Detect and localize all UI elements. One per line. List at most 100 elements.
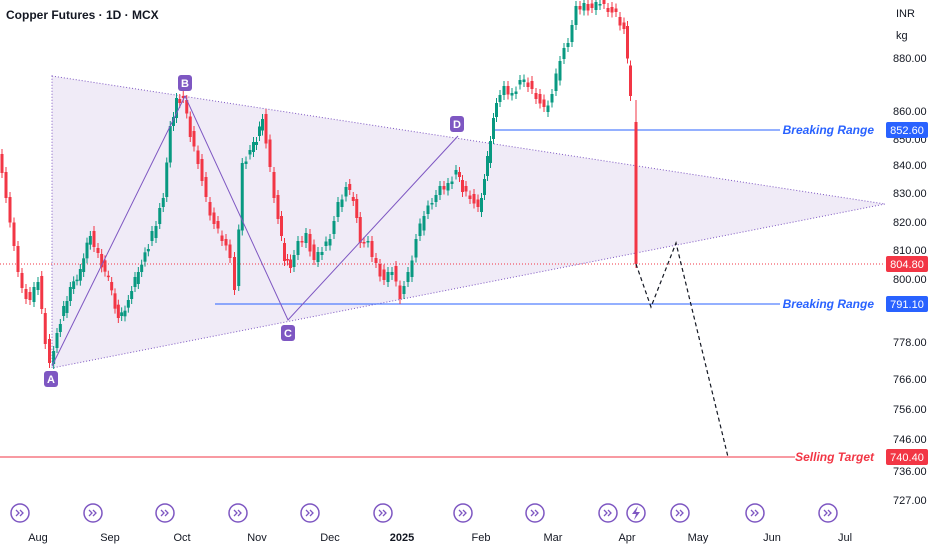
candle-body	[240, 163, 244, 231]
event-arrow-icon	[378, 509, 387, 517]
candle-body	[410, 260, 414, 277]
candle-body	[351, 197, 355, 201]
candle-body	[168, 126, 172, 163]
candle-body	[366, 241, 370, 243]
candle-body	[200, 159, 204, 181]
candle-body	[72, 281, 76, 289]
candle-body	[510, 93, 514, 96]
pattern-point-b-label: B	[181, 78, 189, 90]
y-tick-label: 766.00	[893, 374, 927, 386]
x-tick-label: May	[688, 532, 709, 544]
candle-body	[558, 61, 562, 81]
x-tick-label: 2025	[390, 532, 414, 544]
event-arrow-icon	[458, 509, 467, 517]
event-marker-icon	[300, 503, 320, 523]
event-arrow-icon	[823, 509, 832, 517]
candle-body	[175, 98, 178, 118]
candle-body	[598, 4, 602, 6]
candle-body	[185, 100, 189, 114]
candle-body	[154, 226, 158, 238]
price-tag	[886, 256, 928, 272]
candle-body	[492, 118, 495, 139]
candle-body	[237, 229, 241, 286]
price-tag	[886, 449, 928, 465]
pattern-point-d-label: D	[453, 119, 461, 131]
pattern-point-a-label: A	[47, 374, 55, 386]
candle-body	[434, 195, 438, 202]
candle-body	[418, 223, 422, 236]
candle-body	[216, 221, 220, 229]
candle-body	[374, 258, 378, 263]
candle-body	[442, 186, 446, 190]
candle-body	[28, 292, 32, 300]
event-marker-icon	[155, 503, 175, 523]
y-tick-label: 746.00	[893, 434, 927, 446]
y-tick-label: 830.00	[893, 188, 927, 200]
candle-body	[220, 235, 224, 241]
candle-body	[355, 199, 359, 218]
event-arrow-icon	[305, 509, 314, 517]
y-tick-label: 800.00	[893, 274, 927, 286]
candle-body	[542, 99, 546, 107]
candle-body	[178, 99, 182, 103]
x-tick-label: Dec	[320, 532, 340, 544]
candle-body	[483, 179, 486, 195]
candle-body	[476, 199, 480, 207]
y-tick-label: 727.00	[893, 495, 927, 507]
candle-body	[430, 203, 434, 205]
event-marker-icon	[818, 503, 838, 523]
event-marker-icon	[598, 503, 618, 523]
candle-body	[181, 96, 185, 98]
candle-body	[378, 264, 382, 277]
price-tag	[886, 122, 928, 138]
x-tick-label: Apr	[618, 532, 635, 544]
event-arrow-icon	[530, 509, 539, 517]
candle-body	[204, 177, 208, 197]
candle-body	[530, 81, 534, 89]
candle-body	[554, 73, 558, 91]
candle-body	[292, 255, 296, 267]
candle-body	[161, 198, 165, 207]
candle-body	[100, 254, 104, 268]
y-tick-label: 860.00	[893, 106, 927, 118]
candle-body	[340, 199, 344, 207]
y-tick-label: 880.00	[893, 53, 927, 65]
candle-body	[244, 161, 248, 164]
candle-body	[344, 187, 348, 197]
candle-body	[116, 304, 120, 318]
candle-body	[358, 217, 362, 243]
candle-body	[394, 266, 398, 282]
pattern-point-b-marker	[178, 75, 192, 91]
candle-body	[16, 246, 20, 272]
candle-body	[8, 197, 12, 223]
candle-body	[522, 79, 526, 82]
event-marker-icon	[525, 503, 545, 523]
candle-body	[196, 150, 200, 164]
candle-body	[133, 277, 137, 287]
candle-body	[272, 172, 276, 198]
candle-body	[610, 7, 614, 13]
event-arrow-icon	[160, 509, 169, 517]
event-marker-icon	[670, 503, 690, 523]
candle-body	[296, 241, 300, 255]
candle-body	[43, 313, 47, 344]
event-arrow-icon	[88, 509, 97, 517]
candle-body	[283, 243, 286, 261]
unit-label: kg	[896, 30, 908, 42]
candle-body	[24, 289, 28, 299]
candle-body	[120, 312, 124, 316]
candle-body	[55, 333, 59, 348]
candle-body	[224, 239, 228, 246]
candle-body	[320, 252, 324, 255]
candle-body	[85, 242, 89, 259]
candle-body	[526, 82, 530, 87]
y-tick-label: 756.00	[893, 404, 927, 416]
candle-body	[362, 242, 366, 244]
x-tick-label: Mar	[544, 532, 563, 544]
candle-body	[454, 170, 458, 175]
y-tick-label: 820.00	[893, 217, 927, 229]
x-tick-label: Feb	[472, 532, 491, 544]
candle-body	[75, 279, 79, 282]
candle-body	[78, 269, 82, 281]
